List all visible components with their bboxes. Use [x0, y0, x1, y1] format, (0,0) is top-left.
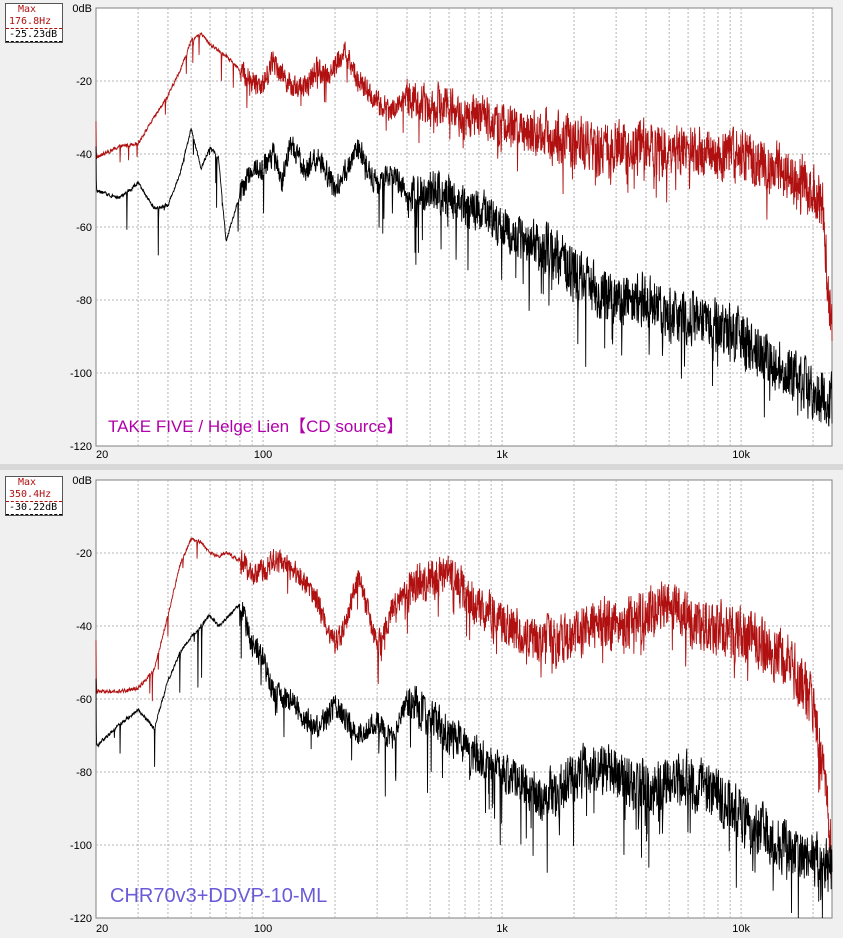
- spectrum-panel-bottom: 0dB -20 -40 -60 -80 -100 -120 20 100 1k 10k CHR70v3…: [0, 470, 843, 938]
- series-average-line: [95, 127, 833, 427]
- max-title: Max: [18, 4, 37, 15]
- y-tick-label: -100: [70, 840, 92, 852]
- y-tick-label: -20: [76, 76, 92, 88]
- y-tick-label: 0dB: [72, 3, 92, 15]
- y-tick-label: -100: [70, 368, 92, 380]
- max-title: Max: [18, 477, 37, 488]
- series-max-line: [95, 32, 833, 341]
- y-tick-label: -60: [76, 222, 92, 234]
- x-tick-label: 1k: [496, 923, 508, 935]
- y-tick-label: -120: [70, 441, 92, 453]
- max-frequency: 350.4Hz: [6, 489, 62, 502]
- spectrum-panel-top: 0dB -20 -40 -60 -80 -100 -120 20 100 1k 10k TAKE FI…: [0, 0, 843, 464]
- y-tick-label: -40: [76, 621, 92, 633]
- x-tick-label: 10k: [732, 923, 750, 935]
- max-readout-bottom: Max 350.4Hz -30.22dB: [5, 476, 63, 516]
- y-tick-label: -120: [70, 913, 92, 925]
- max-level: -25.23dB: [6, 29, 62, 42]
- recording-label: TAKE FIVE / Helge Lien【CD source】: [108, 417, 403, 436]
- x-tick-label: 100: [254, 923, 272, 935]
- x-tick-label: 100: [254, 449, 272, 461]
- series-average-line: [95, 601, 833, 919]
- spectrum-chart-top: 0dB -20 -40 -60 -80 -100 -120 20 100 1k 10k TAKE FI…: [70, 3, 833, 461]
- x-tick-label: 1k: [496, 449, 508, 461]
- max-readout-top: Max 176.8Hz -25.23dB: [5, 3, 63, 43]
- x-tick-label: 10k: [732, 449, 750, 461]
- y-tick-label: -80: [76, 295, 92, 307]
- max-level: -30.22dB: [6, 502, 62, 515]
- y-tick-label: 0dB: [72, 475, 92, 487]
- y-tick-label: -60: [76, 694, 92, 706]
- recording-label: CHR70v3+DDVP-10-ML: [110, 885, 327, 907]
- x-tick-label: 20: [96, 923, 108, 935]
- series-max-line: [95, 536, 833, 879]
- y-tick-label: -80: [76, 767, 92, 779]
- x-tick-label: 20: [96, 449, 108, 461]
- y-tick-label: -40: [76, 149, 92, 161]
- spectrum-chart-bottom: 0dB -20 -40 -60 -80 -100 -120 20 100 1k 10k CHR70v3…: [70, 475, 833, 935]
- y-tick-label: -20: [76, 548, 92, 560]
- panel-separator: [0, 464, 843, 470]
- max-frequency: 176.8Hz: [6, 16, 62, 29]
